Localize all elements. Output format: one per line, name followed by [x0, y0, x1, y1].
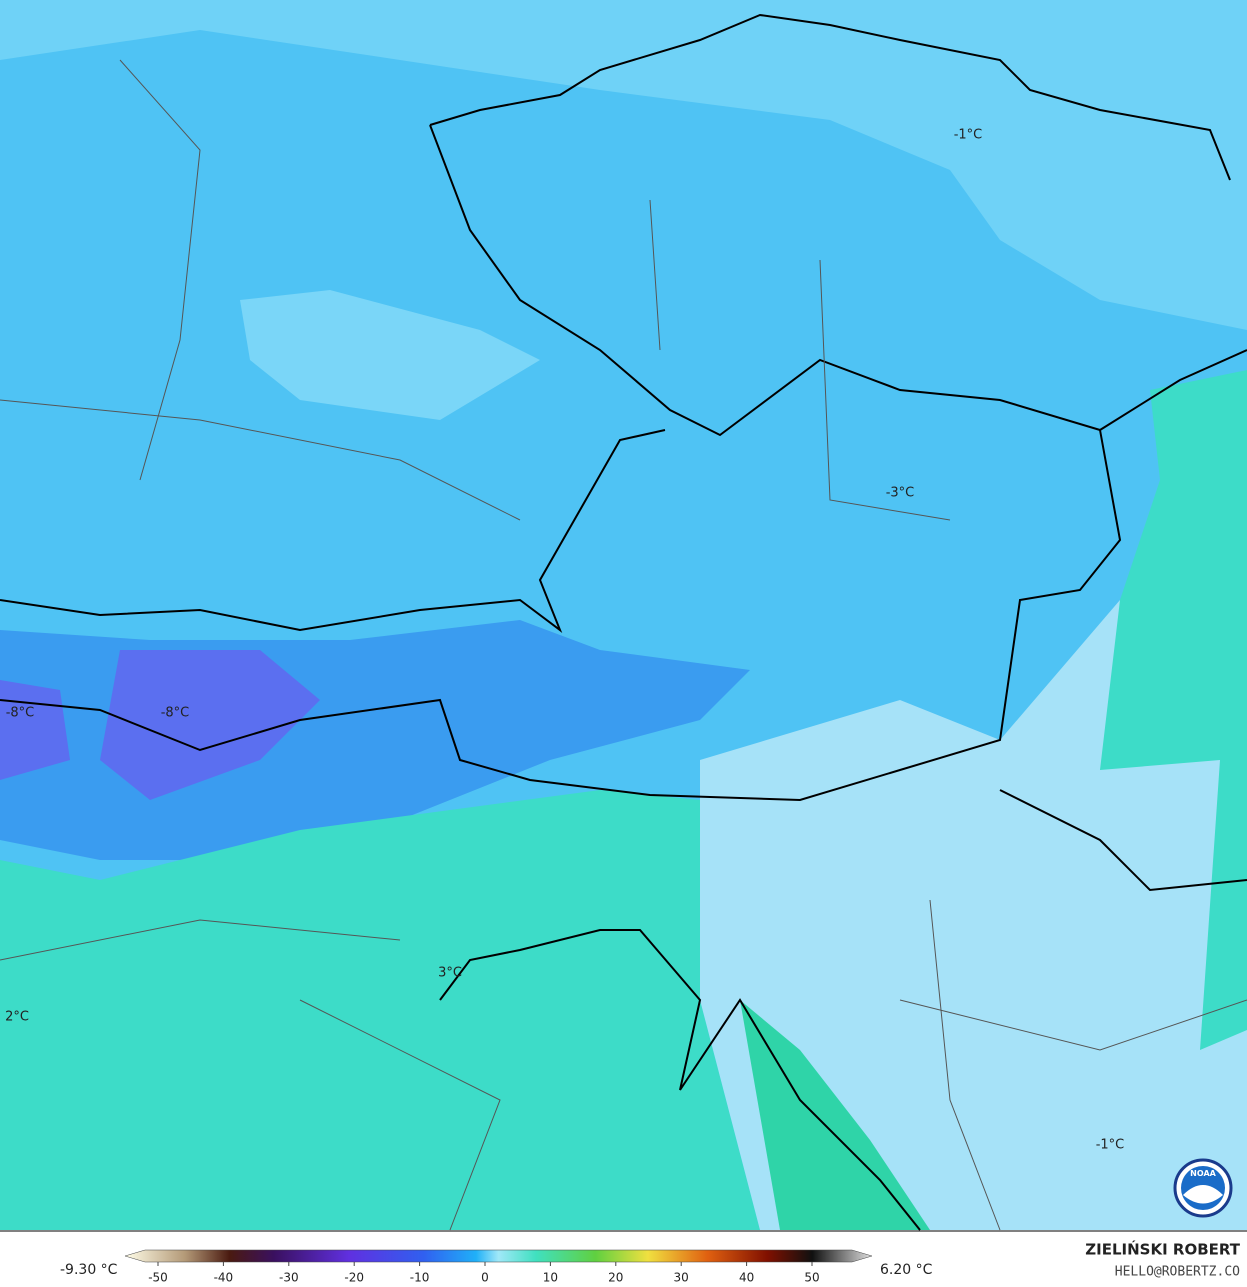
isotherm-label: 3°C: [438, 966, 462, 981]
contact: HELLO@ROBERTZ.CO: [1115, 1265, 1240, 1280]
noaa-logo: NOAA: [1173, 1158, 1233, 1218]
map: -1°C -3°C -8°C -8°C 3°C 2°C -1°C NOAA: [0, 0, 1247, 1231]
colorbar-tick-label: 50: [804, 1271, 819, 1285]
colorbar-tick-label: -10: [410, 1271, 430, 1285]
colorbar-tick-label: 20: [608, 1271, 623, 1285]
colorbar-tick-label: 30: [674, 1271, 689, 1285]
colorbar-tick-label: 40: [739, 1271, 754, 1285]
colorbar-tick-label: -50: [148, 1271, 168, 1285]
map-labels: -1°C -3°C -8°C -8°C 3°C 2°C -1°C: [5, 128, 1124, 1153]
colorbar: [124, 1249, 873, 1263]
isotherm-label: -1°C: [1096, 1138, 1125, 1153]
logo-text: NOAA: [1190, 1169, 1216, 1178]
colorbar-tick-label: -30: [279, 1271, 299, 1285]
colorbar-tick-label: -40: [214, 1271, 234, 1285]
legend-min: -9.30 °C: [60, 1262, 118, 1278]
author: ZIELIŃSKI ROBERT: [1085, 1240, 1240, 1259]
isotherm-label: -1°C: [954, 128, 983, 143]
colorbar-tick-label: 0: [481, 1271, 489, 1285]
legend-max: 6.20 °C: [880, 1262, 933, 1278]
legend: -9.30 °C 6.20 °C -50 -40 -30 -20 -10 0 10 20 30 4…: [60, 1249, 933, 1285]
colorbar-tick-label: 10: [543, 1271, 558, 1285]
colorbar-tick-label: -20: [344, 1271, 364, 1285]
isotherm-label: -8°C: [161, 706, 190, 721]
isotherm-label: -8°C: [6, 706, 35, 721]
isotherm-label: -3°C: [886, 486, 915, 501]
isotherm-label: 2°C: [5, 1010, 29, 1025]
